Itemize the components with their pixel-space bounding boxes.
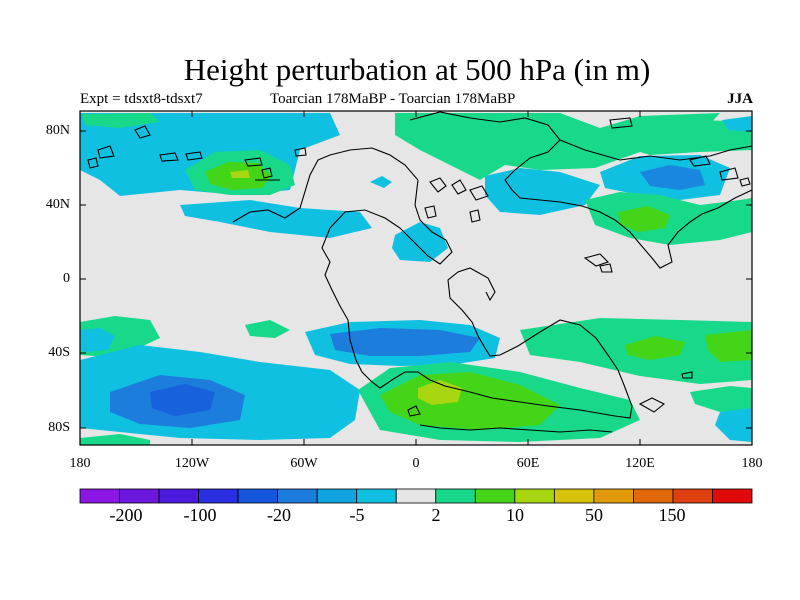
lon-tick-label: 180 [69,456,91,471]
lon-tick-label: 60E [516,456,540,471]
contour-deepblue-southern-ocean [150,384,215,416]
coastline-south-america [379,267,633,419]
colorbar-swatch [514,488,555,504]
colorbar-swatch [119,488,160,504]
coastline-antarctic-peninsula [419,424,613,433]
colorbar-swatch [712,488,753,504]
colorbar-swatch [474,488,516,504]
coastline-arctic-islands-east [609,117,751,187]
contour-lime-asia [618,206,670,232]
colorbar-label: -200 [109,505,143,525]
experiment-label: Expt = tdsxt8-tdsxt7 [80,91,203,107]
contour-cyan-europe [485,168,600,215]
colorbar-swatch [277,488,318,504]
lat-tick-label: 80N [45,123,70,138]
colorbar-swatch [553,488,595,504]
coastline-south-small [407,405,421,417]
contour-blue-siberia [640,165,705,190]
contour-green-north-edge [82,113,160,128]
coastline-islands-1 [429,177,489,201]
contour-lime-south-indian-1 [625,336,685,360]
map-title: Height perturbation at 500 hPa (in m) [183,52,651,87]
colorbar-swatch [158,488,199,504]
colorbar-label: -20 [267,505,291,525]
colorbar-swatch [237,488,279,504]
lat-tick-label: 40S [48,345,70,360]
colorbar-swatch [593,488,634,504]
coastline-layer [87,111,752,433]
colorbar-swatch [316,488,358,504]
colorbar-swatch [198,488,239,504]
colorbar-label: -100 [183,505,217,525]
contour-green-south-east [690,386,752,412]
colorbar-label: 50 [585,505,603,525]
contour-cyan-south-east-corner [715,408,752,442]
lat-tick-label: 0 [63,271,70,286]
lon-tick-label: 120W [174,456,210,471]
coastline-north-america [232,147,453,389]
contour-lightyellow-north-west [230,170,250,178]
colorbar-swatch [672,488,713,504]
colorbar-swatch [356,488,397,504]
coastline-islands-3 [583,253,613,273]
coastline-west-small [87,145,115,169]
lon-tick-label: 60W [290,456,318,471]
coastline-arctic-islands [134,125,307,181]
coastline-africa-eurasia-north [409,111,752,269]
colorbar-swatch [633,488,674,504]
tick-marks [79,111,753,445]
case-label: Toarcian 178MaBP - Toarcian 178MaBP [270,91,516,107]
colorbar-swatch [395,488,437,504]
colorbar-swatch [79,488,120,504]
contour-cyan-small-spot [370,176,392,188]
colorbar-label: -5 [349,505,365,525]
contour-cyan-africa-north [392,222,448,262]
coastline-asia-north [559,139,752,161]
contour-cyan-northeast-corner [722,116,752,132]
lat-tick-label: 80S [48,420,70,435]
contour-cyan-north-band [180,200,372,238]
contour-green-south-small [245,320,290,338]
contour-blue-south-america-band [330,328,480,356]
contour-lightyellow-south-atlantic [418,380,462,405]
colorbar [79,488,753,504]
lon-tick-label: 180 [741,456,763,471]
contour-fill-layer [80,113,752,445]
season-label: JJA [727,91,753,107]
colorbar-label: 2 [431,505,441,525]
coastline-islands-2 [424,205,481,223]
contour-green-south-west-edge [80,434,150,445]
lon-tick-label: 0 [412,456,420,471]
coastline-islands-4 [638,371,693,413]
contour-cyan-south-west-tongue [80,328,115,352]
colorbar-label: 150 [658,505,686,525]
contour-green-arctic-east [600,120,752,155]
colorbar-swatch [435,488,476,504]
contour-lime-south-indian-2 [705,330,752,362]
lon-tick-label: 120E [625,456,655,471]
lat-tick-label: 40N [45,197,70,212]
colorbar-label: 10 [506,505,524,525]
